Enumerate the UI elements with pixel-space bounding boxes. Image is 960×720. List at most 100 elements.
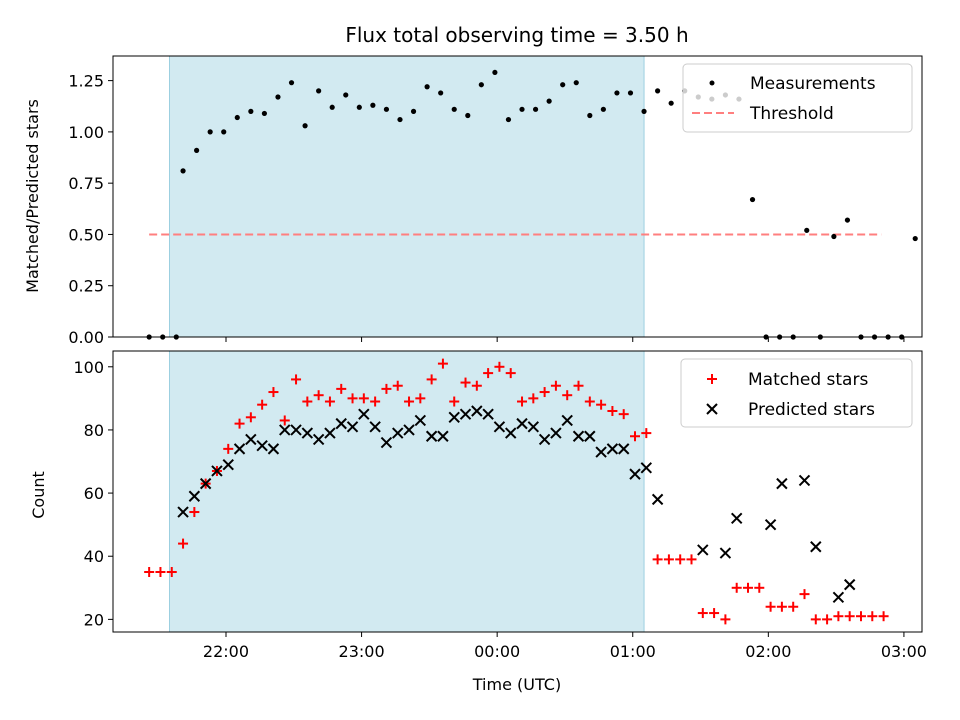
matched-point (494, 361, 505, 372)
y-tick-label: 0.75 (68, 174, 104, 193)
predicted-point (651, 493, 664, 506)
predicted-point (482, 408, 494, 420)
measurement-point (492, 69, 498, 76)
predicted-point (697, 544, 709, 556)
predicted-point (832, 591, 845, 603)
y-tick-label: 20 (84, 610, 104, 629)
predicted-point (437, 430, 449, 442)
x-tick-label: 03:00 (881, 642, 927, 661)
predicted-point (324, 427, 336, 439)
predicted-point (414, 414, 427, 427)
measurement-point (655, 88, 661, 94)
measurement-point (234, 114, 240, 121)
legend-matched-marker (707, 374, 717, 384)
predicted-point (279, 424, 291, 436)
x-tick-label: 01:00 (610, 642, 656, 661)
matched-point (144, 567, 155, 578)
measurement-point (383, 106, 390, 112)
predicted-point (493, 421, 506, 433)
measurement-point (668, 100, 674, 106)
predicted-point (245, 433, 257, 446)
predicted-point (403, 424, 415, 436)
top-shaded-interval (168, 55, 645, 338)
predicted-point (584, 430, 596, 442)
matched-point (675, 554, 686, 565)
measurement-point (248, 108, 254, 114)
measurement-point (194, 147, 200, 153)
predicted-point (561, 414, 573, 427)
matched-point (754, 582, 765, 593)
matched-point (788, 601, 799, 612)
matched-point (166, 567, 177, 578)
top-panel: 0.00 0.25 0.50 0.75 1.00 1.25 Matched/Predict… (23, 55, 923, 347)
predicted-point (425, 430, 438, 442)
matched-point (223, 443, 234, 454)
y-tick-label: 60 (84, 484, 104, 503)
predicted-point (346, 421, 359, 433)
matched-point (731, 582, 742, 593)
measurement-point (410, 108, 417, 114)
y-tick-label: 0.00 (68, 328, 104, 347)
measurement-point (587, 112, 593, 119)
bottom-axes-frame (112, 350, 923, 633)
measurement-point (316, 88, 322, 94)
matched-point (189, 507, 200, 518)
top-legend-box (682, 63, 913, 133)
x-tick-label: 23:00 (339, 642, 385, 661)
matched-point (358, 393, 369, 404)
matched-point (155, 567, 166, 578)
matched-point (844, 611, 855, 622)
matched-point (245, 412, 256, 423)
bottom-shaded-interval (168, 350, 645, 633)
measurement-point (749, 196, 756, 203)
matched-point (855, 611, 866, 622)
measurement-point (505, 116, 512, 123)
chart-title: Flux total observing time = 3.50 h (345, 23, 688, 47)
matched-point (347, 393, 358, 404)
measurement-point (424, 84, 430, 90)
matched-point (607, 405, 618, 416)
legend-threshold-label: Threshold (749, 104, 834, 124)
predicted-point (798, 474, 811, 487)
matched-point (878, 611, 889, 622)
predicted-point (448, 411, 460, 424)
predicted-point (290, 424, 302, 436)
measurement-point (560, 82, 566, 88)
x-axis-label: Time (UTC) (472, 675, 561, 694)
measurement-point (912, 235, 918, 242)
measurement-point (302, 123, 308, 129)
predicted-point (629, 468, 641, 480)
x-tick-label: 00:00 (474, 642, 520, 661)
measurement-point (804, 227, 810, 233)
matched-point (178, 538, 189, 549)
matched-point (517, 396, 528, 407)
top-legend: Measurements Threshold (682, 63, 913, 133)
measurement-point (207, 129, 213, 135)
measurement-point (600, 106, 606, 112)
predicted-point (380, 436, 393, 449)
matched-point (641, 428, 652, 439)
predicted-point (527, 421, 540, 433)
matched-point (528, 393, 539, 404)
matched-point (483, 368, 494, 379)
predicted-point (719, 547, 732, 559)
matched-point (596, 399, 607, 410)
matched-point (652, 554, 663, 565)
matched-point (720, 614, 731, 625)
matched-point (799, 589, 810, 600)
x-tick-label: 02:00 (745, 642, 791, 661)
y-tick-label: 80 (84, 421, 104, 440)
matched-point (765, 601, 776, 612)
matched-point (562, 390, 573, 401)
y-tick-label: 100 (73, 358, 104, 377)
matched-point (822, 614, 833, 625)
predicted-point (843, 578, 856, 591)
legend-predicted-label: Predicted stars (748, 400, 875, 420)
predicted-point (471, 405, 483, 417)
matched-point (313, 390, 324, 401)
matched-point (404, 396, 415, 407)
matched-point (426, 374, 437, 385)
predicted-point (810, 541, 822, 553)
y-tick-label: 0.50 (68, 225, 104, 244)
measurement-point (573, 80, 579, 86)
